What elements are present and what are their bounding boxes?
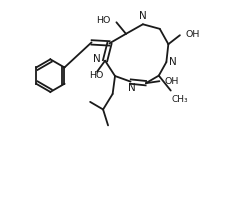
Text: HO: HO	[89, 71, 103, 80]
Text: OH: OH	[185, 30, 200, 39]
Text: HO: HO	[96, 16, 111, 25]
Text: N: N	[169, 57, 177, 67]
Text: OH: OH	[165, 77, 179, 86]
Text: N: N	[128, 83, 135, 93]
Text: N: N	[93, 54, 101, 64]
Text: N: N	[139, 11, 147, 21]
Text: CH₃: CH₃	[172, 95, 188, 104]
